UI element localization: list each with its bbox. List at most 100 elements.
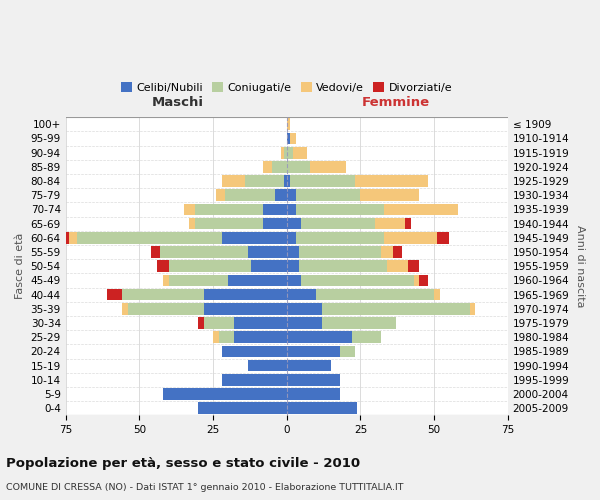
Bar xyxy=(287,218,301,230)
Bar xyxy=(233,332,287,343)
Bar xyxy=(299,260,387,272)
Bar xyxy=(248,360,287,372)
Bar xyxy=(287,332,352,343)
Bar xyxy=(287,232,296,243)
Bar xyxy=(293,147,307,158)
Bar xyxy=(404,218,410,230)
Bar xyxy=(248,246,287,258)
Bar xyxy=(301,218,375,230)
Bar xyxy=(122,303,128,314)
Bar xyxy=(296,190,361,201)
Bar xyxy=(296,204,384,216)
Bar xyxy=(413,274,419,286)
Bar xyxy=(196,204,263,216)
Bar xyxy=(384,232,437,243)
Bar xyxy=(299,246,381,258)
Bar xyxy=(393,246,402,258)
Bar xyxy=(290,175,355,187)
Text: Femmine: Femmine xyxy=(362,96,430,108)
Bar xyxy=(387,260,407,272)
Bar xyxy=(184,204,196,216)
Bar xyxy=(287,374,340,386)
Bar xyxy=(263,204,287,216)
Bar xyxy=(219,332,233,343)
Bar xyxy=(352,332,381,343)
Bar xyxy=(381,246,393,258)
Bar xyxy=(470,303,475,314)
Bar xyxy=(287,204,296,216)
Bar xyxy=(263,218,287,230)
Text: COMUNE DI CRESSA (NO) - Dati ISTAT 1° gennaio 2010 - Elaborazione TUTTITALIA.IT: COMUNE DI CRESSA (NO) - Dati ISTAT 1° ge… xyxy=(6,482,404,492)
Bar xyxy=(375,218,404,230)
Bar xyxy=(151,246,160,258)
Bar xyxy=(57,232,68,243)
Bar xyxy=(340,346,355,357)
Bar xyxy=(310,161,346,172)
Bar xyxy=(287,190,296,201)
Bar xyxy=(287,147,293,158)
Bar xyxy=(322,303,470,314)
Bar xyxy=(316,289,434,300)
Bar xyxy=(222,374,287,386)
Text: Popolazione per età, sesso e stato civile - 2010: Popolazione per età, sesso e stato civil… xyxy=(6,458,360,470)
Legend: Celibi/Nubili, Coniugati/e, Vedovi/e, Divorziati/e: Celibi/Nubili, Coniugati/e, Vedovi/e, Di… xyxy=(117,78,457,98)
Bar xyxy=(301,274,413,286)
Bar xyxy=(384,204,458,216)
Bar xyxy=(157,260,169,272)
Bar xyxy=(287,303,322,314)
Bar xyxy=(407,260,419,272)
Bar xyxy=(222,175,245,187)
Bar xyxy=(107,289,122,300)
Bar xyxy=(296,232,384,243)
Bar xyxy=(196,218,263,230)
Text: Maschi: Maschi xyxy=(152,96,203,108)
Bar xyxy=(284,147,287,158)
Bar xyxy=(284,175,287,187)
Bar xyxy=(199,402,287,414)
Bar xyxy=(169,274,228,286)
Bar xyxy=(163,274,169,286)
Bar xyxy=(287,388,340,400)
Bar xyxy=(275,190,287,201)
Bar xyxy=(361,190,419,201)
Bar xyxy=(169,260,251,272)
Bar xyxy=(228,274,287,286)
Bar xyxy=(419,274,428,286)
Bar xyxy=(245,175,284,187)
Bar xyxy=(225,190,275,201)
Bar xyxy=(204,317,233,329)
Bar xyxy=(287,132,290,144)
Bar xyxy=(287,274,301,286)
Bar xyxy=(216,190,225,201)
Bar xyxy=(163,388,287,400)
Bar xyxy=(222,346,287,357)
Bar xyxy=(68,232,77,243)
Bar xyxy=(199,317,204,329)
Bar xyxy=(204,289,287,300)
Bar xyxy=(287,175,290,187)
Bar xyxy=(222,232,287,243)
Bar xyxy=(251,260,287,272)
Bar xyxy=(204,303,287,314)
Bar xyxy=(287,289,316,300)
Bar xyxy=(287,161,310,172)
Bar xyxy=(434,289,440,300)
Bar xyxy=(287,346,340,357)
Y-axis label: Fasce di età: Fasce di età xyxy=(15,233,25,300)
Bar xyxy=(272,161,287,172)
Bar xyxy=(287,317,322,329)
Y-axis label: Anni di nascita: Anni di nascita xyxy=(575,225,585,308)
Bar xyxy=(190,218,196,230)
Bar xyxy=(355,175,428,187)
Bar xyxy=(122,289,204,300)
Bar xyxy=(77,232,222,243)
Bar xyxy=(281,147,284,158)
Bar xyxy=(287,246,299,258)
Bar xyxy=(290,132,296,144)
Bar xyxy=(160,246,248,258)
Bar xyxy=(233,317,287,329)
Bar xyxy=(128,303,204,314)
Bar xyxy=(263,161,272,172)
Bar xyxy=(213,332,219,343)
Bar xyxy=(287,402,358,414)
